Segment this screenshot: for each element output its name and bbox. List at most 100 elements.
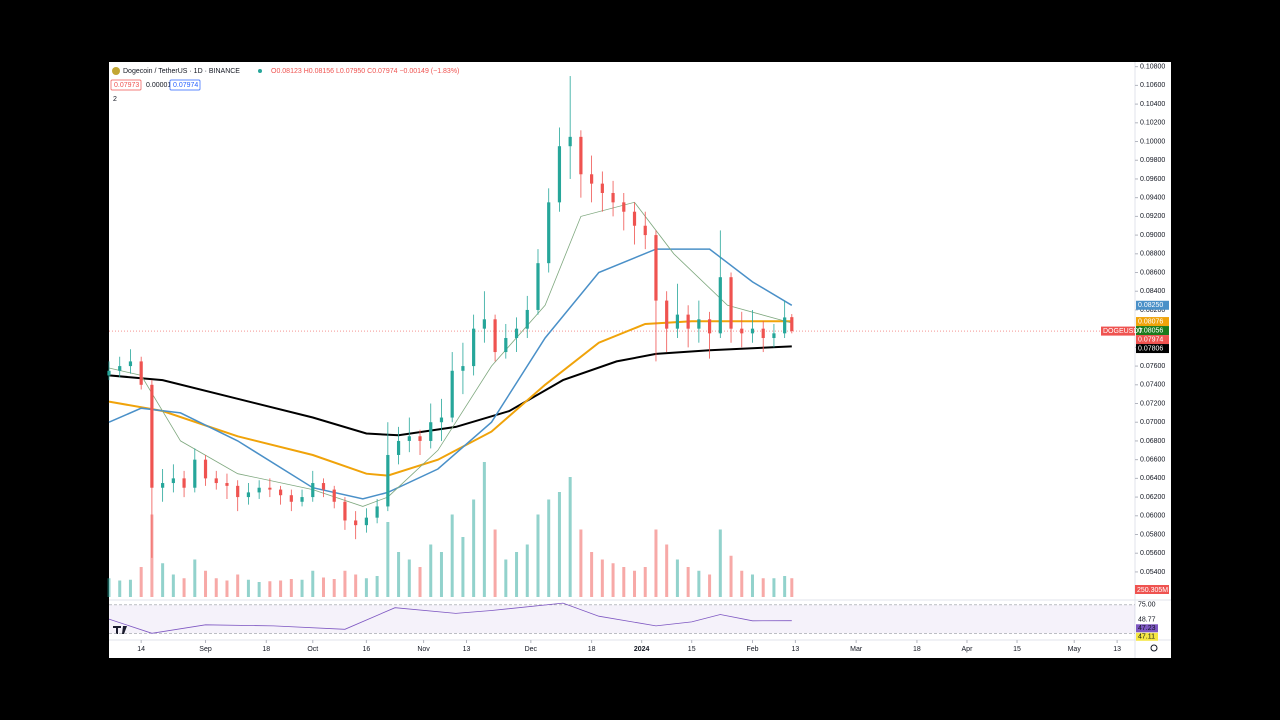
candle-body: [675, 314, 680, 329]
volume-bar: [750, 574, 754, 597]
candle-body: [557, 146, 562, 203]
volume-bar: [557, 492, 561, 597]
candle-body: [697, 319, 701, 329]
candle-body: [354, 520, 358, 526]
volume-bar: [472, 499, 476, 597]
candle-body: [761, 328, 765, 339]
candle-body: [375, 506, 379, 518]
candle-body: [514, 328, 519, 339]
volume-bar: [386, 522, 390, 597]
volume-bar: [375, 576, 379, 597]
candle-body: [332, 489, 336, 502]
volume-bar: [161, 563, 165, 597]
rsi-tag: [1136, 624, 1158, 633]
price-tag: [1136, 317, 1169, 327]
y-tick-label: 0.07000: [1140, 419, 1165, 426]
volume-bar: [450, 514, 454, 597]
symbol-tag-bg: [1101, 326, 1135, 336]
candle-body: [343, 501, 347, 521]
sell-price: 0.07973: [114, 82, 139, 89]
y-tick-label: 0.10000: [1140, 138, 1165, 145]
volume-bar: [407, 559, 411, 597]
candle-body: [182, 478, 186, 488]
settings-icon[interactable]: [1150, 644, 1158, 652]
volume-bar: [354, 574, 358, 597]
buy-box[interactable]: [169, 79, 201, 91]
x-tick-label: 13: [463, 646, 471, 653]
volume-bar: [740, 570, 744, 597]
x-tick-label: Oct: [307, 646, 318, 653]
price-tag-label: 0.08056: [1138, 327, 1163, 334]
candle-body: [536, 263, 540, 310]
y-tick-label: 0.08600: [1140, 269, 1165, 276]
volume-bar: [697, 570, 701, 597]
candle-body: [246, 492, 251, 498]
volume-bar: [364, 578, 368, 597]
ohlc-legend: O0.08123 H0.08156 L0.07950 C0.07974 −0.0…: [271, 68, 459, 75]
x-tick-label: May: [1068, 646, 1082, 653]
volume-bar: [654, 529, 658, 597]
volume-bar: [772, 578, 776, 597]
y-tick-label: 0.05600: [1140, 550, 1165, 557]
volume-bar: [246, 579, 250, 597]
volume-bar: [590, 552, 594, 597]
candle-body: [707, 319, 712, 334]
y-tick-label: 0.09000: [1140, 232, 1165, 239]
candle-body: [783, 317, 787, 334]
candle-body: [396, 440, 401, 455]
volume-bar: [708, 574, 712, 597]
volume-bar: [182, 578, 186, 597]
y-tick-label: 0.09400: [1140, 195, 1165, 202]
candle-body: [139, 361, 143, 385]
volume-bar: [675, 559, 679, 597]
buy-price: 0.07974: [173, 82, 198, 89]
x-tick-label: 16: [362, 646, 370, 653]
candle-body: [600, 183, 604, 193]
volume-bar: [139, 567, 143, 597]
x-tick-label: 2024: [634, 646, 650, 653]
y-tick-label: 0.09200: [1140, 213, 1165, 220]
volume-bar: [279, 580, 283, 597]
price-tag-label: 0.07974: [1138, 336, 1163, 343]
x-tick-label: 13: [1113, 646, 1121, 653]
candle-body: [203, 459, 208, 479]
candle-body: [268, 487, 272, 490]
volume-bar: [686, 567, 690, 597]
candle-body: [547, 202, 551, 264]
rsi-line: [108, 602, 792, 634]
volume-bar: [321, 577, 325, 597]
candle-body: [161, 483, 165, 488]
candle-body: [729, 277, 733, 329]
price-tag: [1136, 344, 1169, 354]
y-tick-label: 0.07600: [1140, 363, 1165, 370]
volume-bar: [429, 544, 433, 597]
candle-body: [482, 319, 486, 329]
rsi-tag-label: 48.77: [1138, 617, 1156, 624]
volume-bar: [204, 570, 208, 597]
volume-bar: [289, 579, 293, 597]
x-tick-label: 13: [791, 646, 799, 653]
indicator-count[interactable]: 2: [113, 96, 117, 103]
volume-bar: [193, 559, 197, 597]
x-tick-label: Feb: [746, 646, 758, 653]
status-dot: [258, 69, 262, 73]
volume-bar: [482, 462, 486, 597]
x-tick-label: 18: [588, 646, 596, 653]
candle-body: [236, 485, 240, 498]
coin-icon: [112, 67, 120, 75]
y-tick-label: 0.06200: [1140, 494, 1165, 501]
volume-bar: [214, 578, 218, 597]
y-tick-label: 0.05400: [1140, 569, 1165, 576]
candle-body: [214, 478, 218, 484]
volume-bar: [461, 537, 465, 597]
candle-body: [439, 417, 444, 423]
candle-body: [311, 483, 315, 498]
sell-box[interactable]: [110, 79, 142, 91]
candle-body: [472, 328, 476, 367]
candle-body: [622, 202, 626, 212]
volume-label: 250.305M: [1137, 587, 1168, 594]
moving-average: [108, 248, 793, 500]
y-tick-label: 0.07400: [1140, 382, 1165, 389]
